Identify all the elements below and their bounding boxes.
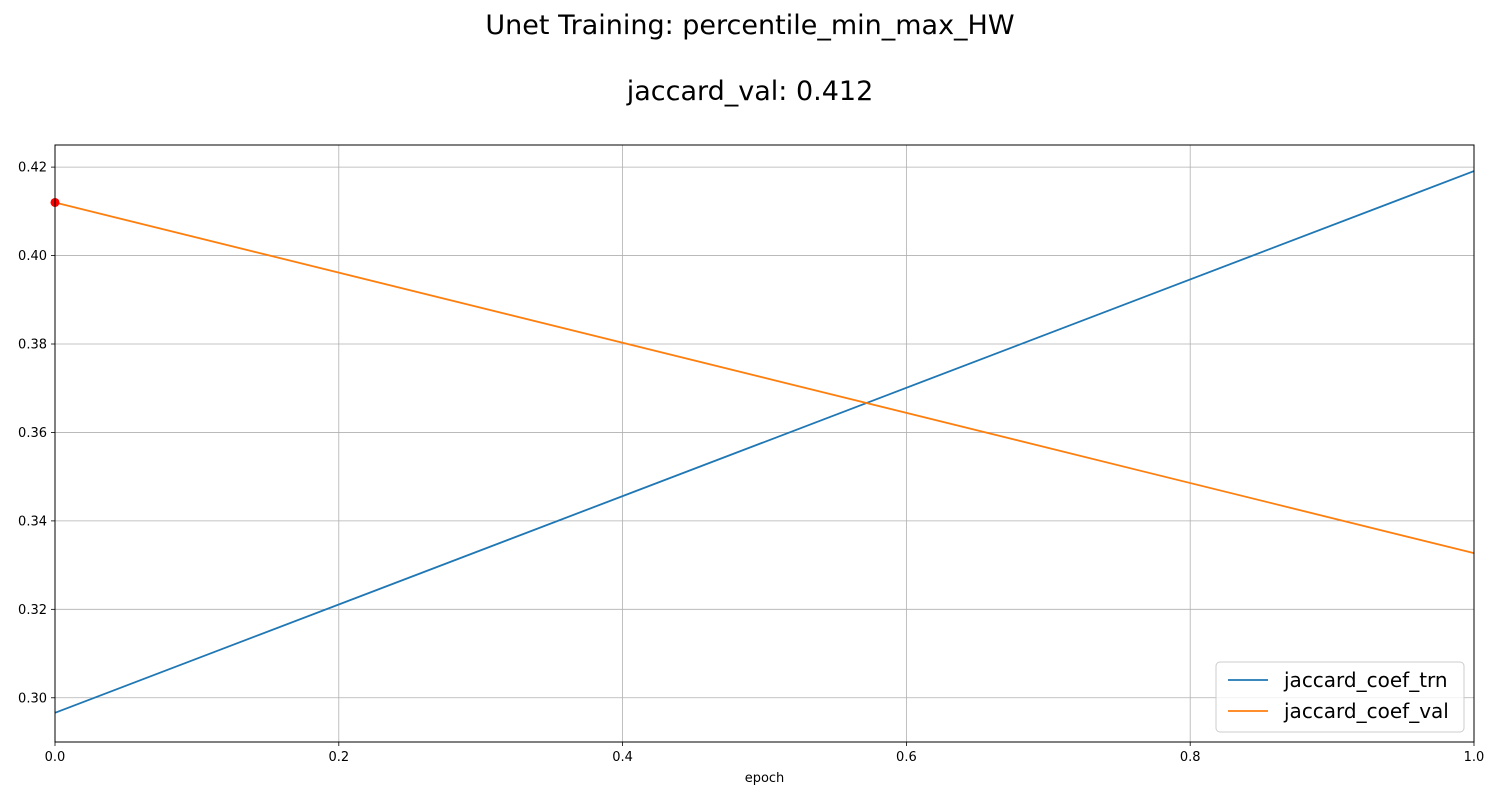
legend: jaccard_coef_trn jaccard_coef_val [1215,661,1465,733]
x-tick-label: 0.0 [45,750,66,765]
series-line-jaccard_coef_val [54,201,1475,555]
x-tick-label: 0.6 [896,750,917,765]
x-tick-label: 0.8 [1180,750,1201,765]
x-tick-label: 0.2 [328,750,349,765]
legend-label: jaccard_coef_trn [1283,668,1448,692]
series-layer [50,170,1475,714]
plot-frame [54,144,1475,743]
grid [54,145,1475,742]
legend-label: jaccard_coef_val [1283,699,1449,723]
ticks: 0.0 0.2 0.4 0.6 0.8 1.0 0.30 0.32 0.34 0.36 0.38 0.… [18,161,1484,765]
axes [54,144,1475,743]
y-tick-label: 0.42 [18,161,47,176]
y-tick-label: 0.40 [18,249,47,264]
chart-subtitle: jaccard_val: 0.412 [626,76,874,107]
y-tick-label: 0.38 [18,338,47,353]
legend-box [1215,661,1465,733]
chart-title: Unet Training: percentile_min_max_HW [485,10,1015,41]
y-tick-label: 0.36 [18,426,47,441]
x-tick-label: 0.4 [612,750,633,765]
series-line-jaccard_coef_trn [54,170,1475,714]
x-tick-label: 1.0 [1464,750,1485,765]
y-tick-label: 0.30 [18,691,47,706]
y-tick-label: 0.34 [18,514,47,529]
y-tick-label: 0.32 [18,603,47,618]
x-axis-label: epoch [745,771,785,786]
